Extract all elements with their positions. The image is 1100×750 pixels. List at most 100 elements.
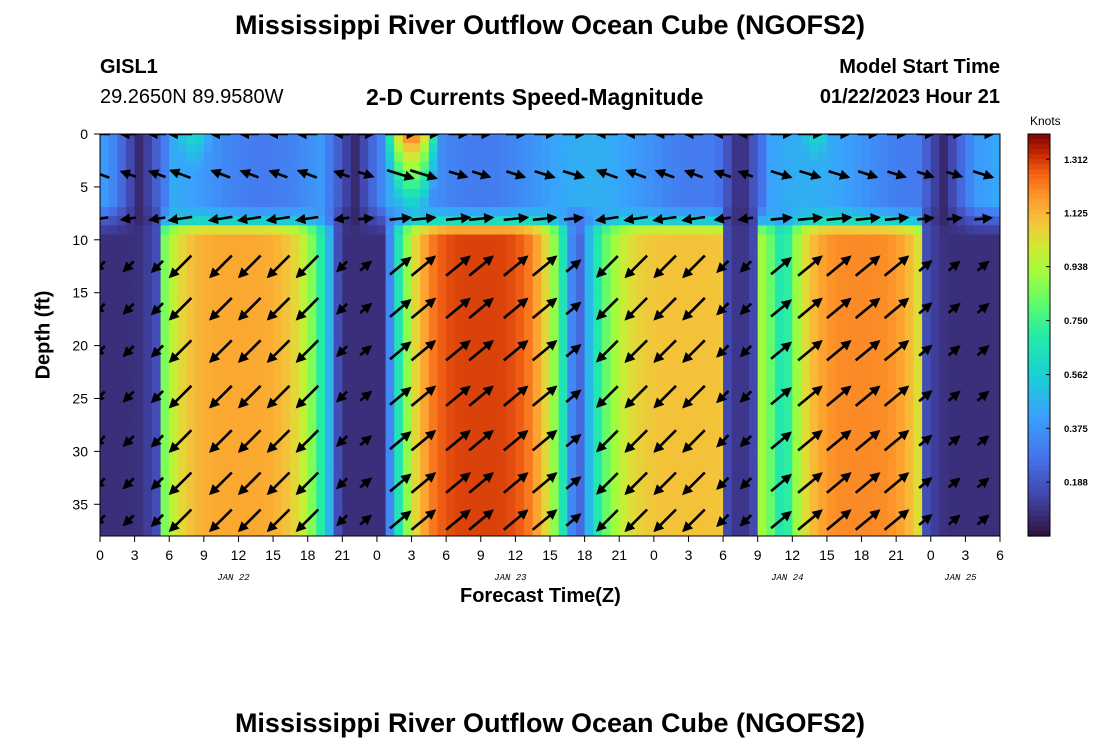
x-tick-label: 0 xyxy=(927,547,935,563)
heatmap-cell xyxy=(619,353,629,364)
current-vector xyxy=(386,168,415,181)
heatmap-cell xyxy=(299,453,309,464)
heatmap-cell xyxy=(247,316,257,327)
heatmap-cell xyxy=(160,280,170,290)
x-axis-title: Forecast Time(Z) xyxy=(460,585,621,607)
heatmap-cell xyxy=(480,188,491,199)
heatmap-cell xyxy=(835,207,845,217)
heatmap-cell xyxy=(186,234,196,245)
heatmap-cell xyxy=(134,435,144,446)
current-vector xyxy=(531,429,558,452)
heatmap-cell xyxy=(878,353,889,364)
heatmap-cell xyxy=(913,179,923,190)
heatmap-cell xyxy=(679,435,690,446)
heatmap-cell xyxy=(212,188,222,199)
current-vector xyxy=(624,384,649,409)
heatmap-cell xyxy=(610,499,620,510)
heatmap-cell xyxy=(939,462,949,473)
heatmap-cell xyxy=(567,216,577,226)
heatmap-cell xyxy=(463,316,473,327)
heatmap-cell xyxy=(273,490,283,501)
heatmap-cell xyxy=(532,197,542,208)
heatmap-cell xyxy=(541,335,551,345)
current-vector xyxy=(410,472,437,494)
heatmap-cell xyxy=(108,280,118,290)
heatmap-cell xyxy=(221,197,231,208)
heatmap-cell xyxy=(766,517,776,528)
heatmap-cell xyxy=(948,179,958,190)
heatmap-cell xyxy=(749,234,759,245)
heatmap-cell xyxy=(177,216,188,226)
heatmap-cell xyxy=(376,207,387,217)
heatmap-cell xyxy=(247,499,257,510)
current-vector xyxy=(359,345,373,357)
heatmap-cell xyxy=(100,188,110,199)
heatmap-cell xyxy=(151,188,162,199)
heatmap-cell xyxy=(896,490,906,501)
current-vector xyxy=(826,297,852,320)
heatmap-cell xyxy=(818,289,828,300)
heatmap-cell xyxy=(567,499,577,510)
heatmap-cell xyxy=(705,316,716,327)
heatmap-cell xyxy=(800,243,811,254)
heatmap-cell xyxy=(723,134,733,144)
heatmap-cell xyxy=(238,225,248,236)
heatmap-cell xyxy=(316,152,326,163)
heatmap-cell xyxy=(878,344,889,354)
heatmap-cell xyxy=(956,252,966,263)
heatmap-cell xyxy=(281,435,291,446)
heatmap-cell xyxy=(584,197,594,208)
heatmap-cell xyxy=(757,252,767,263)
current-vector xyxy=(207,213,233,225)
heatmap-cell xyxy=(316,344,326,354)
heatmap-cell xyxy=(861,453,871,464)
heatmap-cell xyxy=(679,426,690,437)
heatmap-cell xyxy=(281,289,291,300)
heatmap-cell xyxy=(428,188,439,199)
heatmap-cell xyxy=(325,325,335,336)
current-vector xyxy=(389,473,412,493)
heatmap-cell xyxy=(376,335,387,345)
heatmap-cell xyxy=(454,207,465,217)
heatmap-cell xyxy=(826,234,837,245)
heatmap-cell xyxy=(420,207,430,217)
heatmap-cell xyxy=(723,517,733,528)
heatmap-cell xyxy=(195,207,205,217)
heatmap-cell xyxy=(835,362,845,373)
heatmap-cell xyxy=(775,389,785,400)
heatmap-cell xyxy=(870,243,880,254)
heatmap-cell xyxy=(697,289,707,300)
heatmap-cell xyxy=(498,508,508,519)
current-vector xyxy=(682,508,706,533)
heatmap-cell xyxy=(948,252,958,263)
heatmap-cell xyxy=(498,335,508,345)
heatmap-cell xyxy=(117,280,127,290)
current-vector xyxy=(359,390,373,402)
heatmap-cell xyxy=(117,225,127,236)
heatmap-cell xyxy=(143,261,153,272)
heatmap-cell xyxy=(766,408,776,418)
heatmap-cell xyxy=(480,243,491,254)
heatmap-cell xyxy=(922,243,932,254)
heatmap-cell xyxy=(662,490,672,501)
heatmap-cell xyxy=(255,526,266,536)
heatmap-cell xyxy=(325,289,335,300)
heatmap-cell xyxy=(134,444,144,455)
heatmap-cell xyxy=(688,271,698,281)
heatmap-cell xyxy=(524,261,534,272)
heatmap-cell xyxy=(965,225,975,236)
heatmap-cell xyxy=(922,362,932,373)
heatmap-cell xyxy=(870,188,880,199)
heatmap-cell xyxy=(809,134,819,144)
current-vector xyxy=(100,514,106,527)
heatmap-cell xyxy=(350,216,361,226)
heatmap-cell xyxy=(333,252,343,263)
heatmap-cell xyxy=(541,526,551,536)
heatmap-cell xyxy=(515,517,525,528)
heatmap-cell xyxy=(896,526,906,536)
heatmap-cell xyxy=(506,152,516,163)
heatmap-cell xyxy=(913,316,923,327)
heatmap-cell xyxy=(965,152,975,163)
heatmap-cell xyxy=(731,152,741,163)
heatmap-cell xyxy=(896,481,906,491)
